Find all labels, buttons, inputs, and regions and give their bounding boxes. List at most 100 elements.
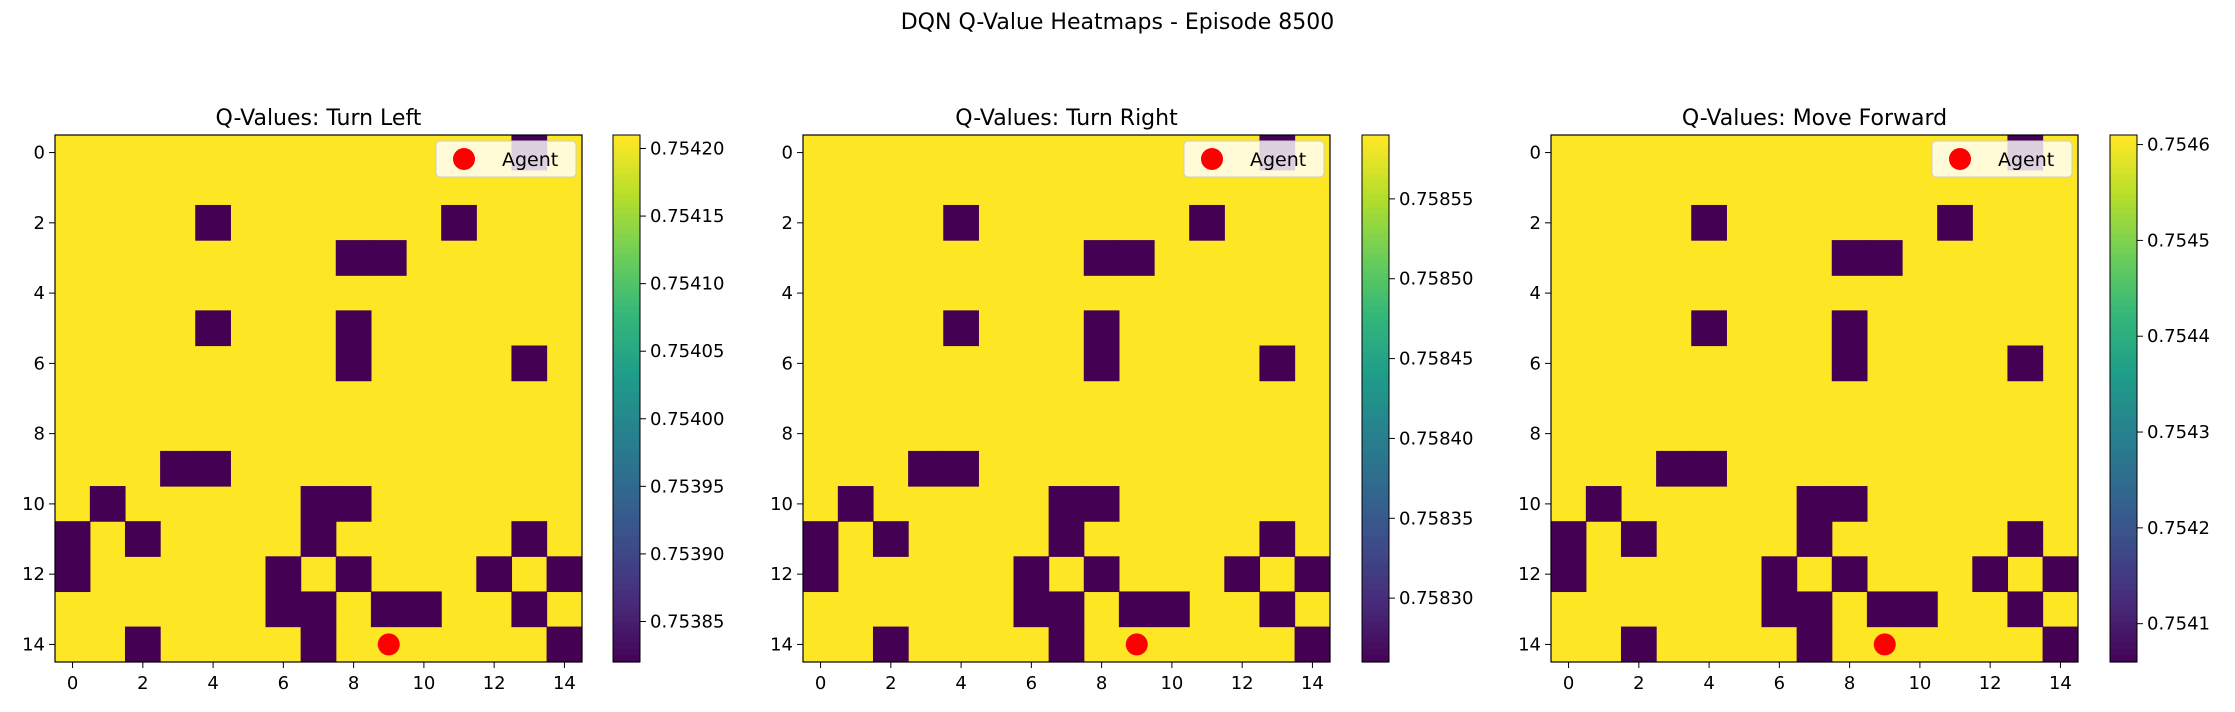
colorbar-segment [1362,543,1389,551]
heatmap-cell [1831,345,1868,382]
heatmap-cell [1796,591,1833,628]
y-tick-label: 6 [34,353,45,374]
colorbar-segment [1362,405,1389,413]
colorbar-segment [2110,602,2137,610]
axes-frame [1550,134,2079,663]
heatmap-cell [2007,591,2044,628]
heatmap-panel-1: Q-Values: Turn Left 0 2 4 6 8 10 12 14 0 2 4 6 8 10 12 1… [22,106,724,694]
colorbar-segment [2110,187,2137,195]
colorbar-segment [1362,418,1389,426]
colorbar-segment [613,510,640,518]
colorbar-tick-label: 0.75400 [650,409,724,430]
colorbar-tick-label: 0.7541 [2147,614,2210,635]
colorbar-segment [1362,299,1389,307]
colorbar-segment [613,260,640,268]
colorbar-segment [2110,398,2137,406]
colorbar-segment [1362,319,1389,327]
y-tick-label: 0 [782,143,793,164]
heatmap-cell [943,450,979,487]
legend-label: Agent [1998,149,2054,171]
colorbar-segment [2110,306,2137,314]
heatmap-cell [195,310,231,347]
colorbar-segment [1362,345,1389,353]
colorbar-segment [2110,299,2137,307]
colorbar-segment [2110,293,2137,301]
heatmap-cell [1259,521,1296,557]
colorbar-segment [2110,220,2137,228]
colorbar-tick-label: 0.75395 [650,476,724,497]
heatmap-cell [335,486,372,522]
heatmap-cell [265,591,302,628]
heatmap-cell [124,521,161,557]
colorbar-segment [2110,372,2137,380]
heatmap-cell [1866,240,1903,276]
heatmap-cell [1761,556,1798,593]
colorbar-segment [613,444,640,452]
heatmap-cell [300,521,337,557]
colorbar-segment [2110,161,2137,169]
colorbar-segment [1362,444,1389,452]
colorbar-segment [1362,207,1389,215]
heatmap-cell [1972,556,2009,593]
heatmap-cell [546,556,583,593]
colorbar-segment [2110,464,2137,472]
colorbar-segment [1362,602,1389,610]
heatmap-cell [335,310,372,347]
colorbar-segment [2110,246,2137,255]
colorbar-segment [1362,260,1389,268]
x-tick-label: 8 [1096,673,1107,694]
legend-agent-marker [1949,148,1971,170]
y-tick-label: 2 [1530,213,1541,234]
heatmap-cell [1937,204,1973,241]
heatmap-cell [511,521,548,557]
colorbar-segment [2110,622,2137,630]
colorbar-segment [1362,589,1389,597]
colorbar-segment [1362,477,1389,485]
colorbar-segment [1362,187,1389,195]
colorbar-segment [1362,352,1389,360]
colorbar-segment [1362,365,1389,373]
colorbar-segment [1362,615,1389,624]
colorbar-segment [613,332,640,340]
heatmap-cell [1796,486,1833,522]
x-tick-label: 4 [1703,673,1714,694]
colorbar-segment [613,477,640,485]
colorbar-segment [2110,589,2137,597]
heatmap-cell [335,556,372,593]
colorbar-segment [2110,490,2137,498]
colorbar-tick-label: 0.7544 [2147,326,2210,347]
colorbar-segment [613,398,640,406]
heatmap-cell [1013,591,1050,628]
colorbar-segment [2110,405,2137,413]
heatmap-cell [1154,591,1190,628]
colorbar-segment [613,273,640,281]
colorbar-segment [1362,200,1389,209]
heatmap-cell [943,204,979,241]
heatmap-cell [1083,345,1120,382]
colorbar-segment [613,503,640,512]
colorbar-segment [613,352,640,360]
x-tick-label: 6 [278,673,289,694]
colorbar-segment [1362,556,1389,564]
colorbar-segment [1362,141,1389,149]
y-tick-label: 8 [1530,424,1541,445]
legend-agent-marker [453,148,475,170]
colorbar-segment [1362,550,1389,558]
heatmap-cell [802,521,839,557]
colorbar-segment [613,214,640,222]
y-tick-label: 4 [782,283,793,304]
colorbar-segment [613,266,640,274]
heatmap-cell [406,591,442,628]
heatmap-cell [335,345,372,382]
heatmap-cell [1550,521,1587,557]
colorbar-segment [2110,135,2137,143]
heatmap-cell [872,626,909,663]
heatmap-cell [2007,521,2044,557]
heatmap-panel-2: Q-Values: Turn Right 0 2 4 6 8 10 12 14 0 2 4 6 8 10 12… [770,106,1473,694]
heatmap-cell [54,556,91,593]
colorbar-tick-label: 0.75830 [1399,588,1473,609]
colorbar-segment [1362,227,1389,235]
colorbar-segment [613,286,640,294]
y-tick-label: 14 [22,634,45,655]
colorbar-tick-label: 0.75420 [650,139,724,160]
